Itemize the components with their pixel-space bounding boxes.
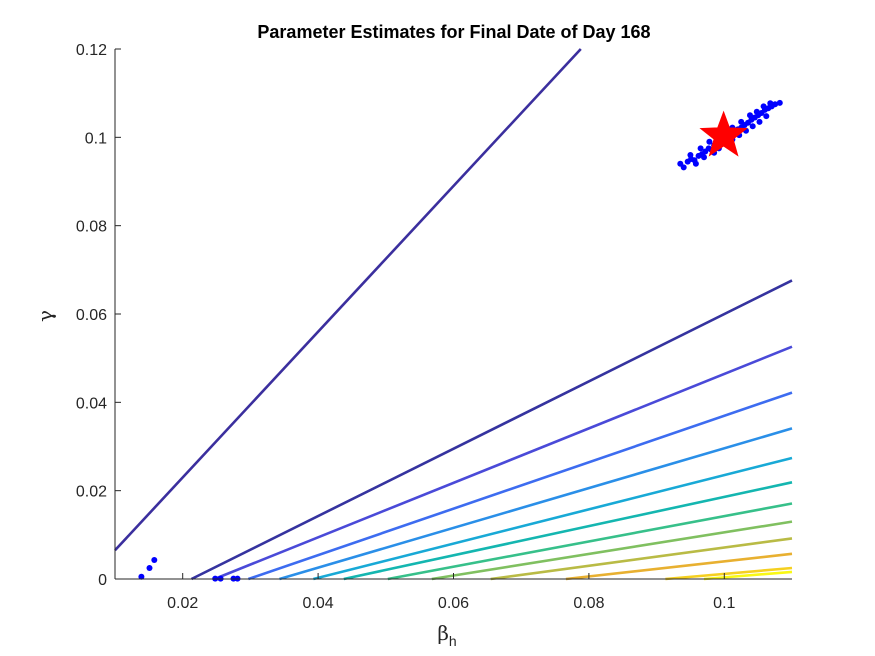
y-tick-label: 0 <box>98 572 107 589</box>
scatter-point <box>772 101 779 108</box>
scatter-layer <box>138 99 783 582</box>
contour-line <box>665 566 793 581</box>
y-axis-label: γ <box>33 310 57 322</box>
contour-line <box>703 570 793 581</box>
x-ticks: 0.02 0.04 0.06 0.08 0.1 <box>167 573 736 612</box>
x-tick-label: 0.04 <box>303 595 334 612</box>
contour-line <box>565 552 793 581</box>
contour-line <box>114 48 582 552</box>
scatter-point <box>767 100 774 107</box>
x-axis-label-subscript: h <box>449 633 457 649</box>
contour-line <box>490 537 793 581</box>
contour-line <box>313 456 793 581</box>
plot-area <box>114 48 793 582</box>
marker-layer <box>699 110 748 157</box>
scatter-point <box>687 152 694 158</box>
scatter-point <box>697 145 704 152</box>
contour-line <box>247 391 793 581</box>
x-axis-label-main: β <box>437 621 449 645</box>
contour-line <box>214 345 793 581</box>
x-tick-label: 0.08 <box>573 595 604 612</box>
scatter-point <box>760 103 767 110</box>
scatter-point <box>738 118 745 125</box>
x-axis-label: βh <box>437 621 456 649</box>
scatter-point <box>138 573 145 580</box>
y-tick-label: 0.08 <box>76 219 107 236</box>
scatter-point <box>680 164 687 171</box>
scatter-point <box>146 565 153 571</box>
scatter-point <box>756 118 763 125</box>
y-tick-label: 0.1 <box>85 130 107 147</box>
scatter-point <box>706 138 713 145</box>
scatter-point <box>747 112 753 119</box>
contour-line <box>387 502 793 581</box>
scatter-point <box>776 99 783 106</box>
x-tick-label: 0.06 <box>438 595 469 612</box>
contour-line <box>431 520 793 581</box>
chart-title: Parameter Estimates for Final Date of Da… <box>257 22 650 42</box>
estimate-star-marker <box>699 110 748 157</box>
x-tick-label: 0.02 <box>167 595 198 612</box>
y-ticks: 0 0.02 0.04 0.06 0.08 0.1 0.12 <box>76 42 121 589</box>
scatter-point <box>701 154 707 161</box>
contour-line <box>190 279 793 581</box>
contour-line <box>279 427 793 581</box>
y-tick-label: 0.04 <box>76 395 107 412</box>
contour-layer <box>114 48 793 581</box>
scatter-point <box>749 123 756 130</box>
y-tick-label: 0.02 <box>76 484 107 501</box>
scatter-point <box>763 113 770 120</box>
scatter-point <box>753 108 760 115</box>
scatter-point <box>692 160 699 167</box>
scatter-point <box>151 557 158 563</box>
y-tick-label: 0.06 <box>76 307 107 324</box>
contour-line <box>343 481 793 581</box>
y-tick-label: 0.12 <box>76 42 107 59</box>
axes: 0.02 0.04 0.06 0.08 0.1 0 0.02 0.04 0.06 0.08 0.1… <box>76 42 792 612</box>
x-tick-label: 0.1 <box>713 595 735 612</box>
